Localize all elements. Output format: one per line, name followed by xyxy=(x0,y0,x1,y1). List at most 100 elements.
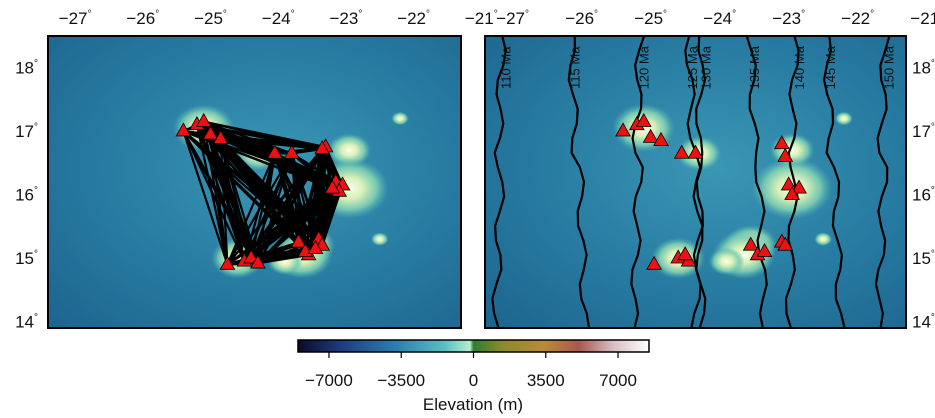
colorbar-ticks: −7000 −3500 0 3500 7000 xyxy=(305,352,637,390)
left-connection-lines xyxy=(182,120,344,266)
latitude-tick-label: 15° xyxy=(15,249,38,268)
longitude-tick-label: −25° xyxy=(194,9,227,28)
latitude-tick-label: 18° xyxy=(15,59,38,78)
connection-line xyxy=(182,130,246,262)
volcano-triangle-marker xyxy=(642,128,659,143)
isochron-line xyxy=(822,36,846,328)
volcano-triangle-marker xyxy=(773,135,790,150)
connection-line xyxy=(219,138,229,265)
volcano-triangle-marker xyxy=(646,255,662,270)
connection-line xyxy=(297,148,324,243)
longitude-tick-label: −22° xyxy=(397,9,430,28)
latitude-tick-label: 14° xyxy=(912,313,935,332)
isochron-age-label: 140 Ma xyxy=(792,45,807,89)
volcano-triangle-marker xyxy=(314,140,331,155)
connection-line xyxy=(226,152,293,266)
volcano-triangle-marker xyxy=(283,144,300,159)
volcano-triangle-marker xyxy=(219,255,236,270)
volcano-triangle-marker xyxy=(742,236,759,251)
connection-line xyxy=(203,120,323,151)
colorbar-tick-label: −3500 xyxy=(377,371,425,390)
longitude-tick-label: −25° xyxy=(634,9,667,28)
connection-line xyxy=(226,148,324,266)
island-glow xyxy=(708,247,745,276)
connection-line xyxy=(220,137,323,151)
volcano-triangle-marker xyxy=(784,185,801,200)
axis-labels: −27° −26° −25° −24° −23° −22° −21°−27° −26° −25°… xyxy=(15,9,935,332)
longitude-tick-label: −23° xyxy=(329,9,362,28)
longitude-tick-label: −22° xyxy=(841,9,874,28)
connection-line xyxy=(250,238,320,260)
latitude-tick-label: 15° xyxy=(912,249,935,268)
volcano-triangle-marker xyxy=(195,112,212,127)
colorbar-tick-label: 0 xyxy=(469,371,478,390)
connection-line xyxy=(195,124,229,265)
latitude-tick-label: 16° xyxy=(15,186,38,205)
isochron-line xyxy=(567,36,591,328)
right-islands xyxy=(612,103,853,280)
colorbar: −7000 −3500 0 3500 7000 Elevation (m) xyxy=(297,339,650,414)
volcano-triangle-marker xyxy=(175,122,192,137)
island-glow xyxy=(834,111,853,126)
connection-line xyxy=(203,120,333,190)
connection-line xyxy=(226,187,334,266)
volcano-triangle-marker xyxy=(687,144,704,159)
volcano-triangle-marker xyxy=(777,236,794,251)
isochron-line xyxy=(690,36,707,328)
latitude-tick-label: 17° xyxy=(15,122,38,141)
island-glow xyxy=(814,232,833,247)
volcano-triangle-marker xyxy=(673,144,690,159)
volcano-triangle-marker xyxy=(653,131,669,146)
left-volcano-markers xyxy=(175,112,351,270)
island-glow xyxy=(391,111,409,126)
longitude-tick-label: −27° xyxy=(59,9,92,28)
connection-line xyxy=(321,148,334,189)
connection-line xyxy=(297,187,334,243)
longitude-tick-label: −21° xyxy=(465,9,498,28)
latitude-tick-label: 18° xyxy=(912,59,935,78)
isochron-line xyxy=(745,36,768,328)
volcano-triangle-marker xyxy=(250,254,266,269)
colorbar-tick-label: 3500 xyxy=(527,371,565,390)
longitude-tick-label: −23° xyxy=(772,9,805,28)
isochron-age-label: 130 Ma xyxy=(699,45,714,89)
longitude-tick-label: −21° xyxy=(910,9,935,28)
island-glow xyxy=(327,133,372,168)
volcano-triangle-marker xyxy=(677,246,694,261)
volcano-triangle-marker xyxy=(635,112,652,127)
volcano-triangle-marker xyxy=(266,144,283,159)
volcano-triangle-marker xyxy=(307,239,324,254)
longitude-tick-label: −26° xyxy=(565,9,598,28)
connection-line xyxy=(203,120,293,155)
longitude-tick-label: −24° xyxy=(703,9,736,28)
island-glow xyxy=(370,232,389,246)
volcano-triangle-marker xyxy=(777,147,794,162)
isochron-age-label: 125 Ma xyxy=(685,45,700,89)
volcano-triangle-marker xyxy=(615,122,631,137)
connection-line xyxy=(202,121,229,265)
connection-line xyxy=(250,187,334,260)
longitude-tick-label: −27° xyxy=(496,9,529,28)
connection-line xyxy=(250,153,276,259)
colorbar-label: Elevation (m) xyxy=(423,395,523,414)
isochron-age-label: 110 Ma xyxy=(499,46,514,89)
isochron-line xyxy=(874,36,891,328)
latitude-tick-label: 14° xyxy=(15,313,38,332)
left-map-panel xyxy=(47,35,462,329)
volcano-triangle-marker xyxy=(791,179,807,194)
volcano-triangle-marker xyxy=(324,179,341,194)
isochron-age-label: 135 Ma xyxy=(747,45,762,89)
connection-line xyxy=(182,130,229,265)
isochron-age-label: 115 Ma xyxy=(568,46,583,89)
longitude-tick-label: −26° xyxy=(126,9,159,28)
volcano-triangle-marker xyxy=(212,130,229,145)
right-volcano-markers xyxy=(615,112,807,270)
connection-line xyxy=(226,153,276,265)
latitude-tick-label: 17° xyxy=(912,122,935,141)
volcano-triangle-marker xyxy=(756,243,773,258)
longitude-tick-label: −24° xyxy=(262,9,295,28)
colorbar-tick-label: 7000 xyxy=(599,371,637,390)
